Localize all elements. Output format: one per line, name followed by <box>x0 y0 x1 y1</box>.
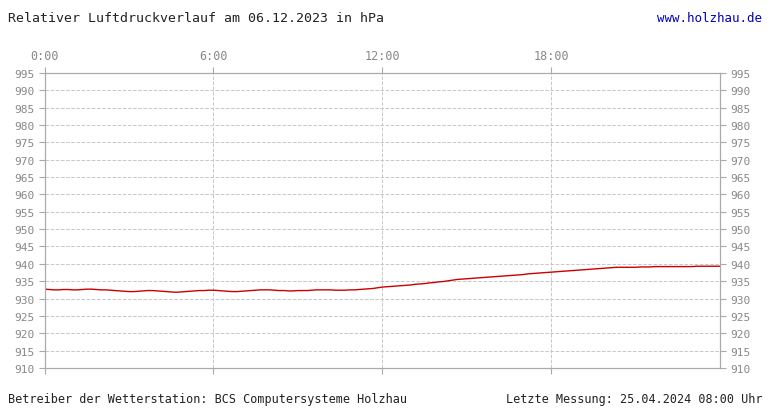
Text: Betreiber der Wetterstation: BCS Computersysteme Holzhau: Betreiber der Wetterstation: BCS Compute… <box>8 392 407 405</box>
Text: www.holzhau.de: www.holzhau.de <box>658 12 762 25</box>
Text: Relativer Luftdruckverlauf am 06.12.2023 in hPa: Relativer Luftdruckverlauf am 06.12.2023… <box>8 12 383 25</box>
Text: Letzte Messung: 25.04.2024 08:00 Uhr: Letzte Messung: 25.04.2024 08:00 Uhr <box>506 392 762 405</box>
